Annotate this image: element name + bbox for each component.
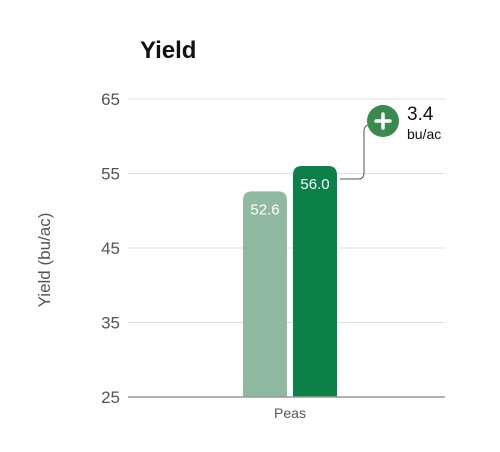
plus-glyph [374, 112, 392, 130]
y-tick-label: 65 [101, 90, 120, 109]
difference-unit: bu/ac [407, 126, 441, 142]
x-tick-label: Peas [274, 405, 306, 421]
y-tick-labels: 25 35 45 55 65 [101, 90, 120, 407]
y-tick-label: 45 [101, 239, 120, 258]
bars: 52.6 56.0 [243, 166, 337, 397]
y-tick-label: 55 [101, 165, 120, 184]
difference-value: 3.4 [407, 104, 434, 125]
bar-value-label: 56.0 [300, 176, 329, 193]
bar-value-label: 52.6 [250, 201, 279, 218]
y-tick-label: 25 [101, 388, 120, 407]
difference-annotation: 3.4 bu/ac [340, 104, 441, 180]
annotation-connector [340, 124, 372, 180]
bar [243, 191, 287, 397]
chart-title: Yield [140, 37, 196, 64]
bar [293, 166, 337, 397]
y-tick-label: 35 [101, 314, 120, 333]
x-tick-labels: Peas [274, 405, 306, 421]
y-axis-label: Yield (bu/ac) [35, 213, 54, 308]
